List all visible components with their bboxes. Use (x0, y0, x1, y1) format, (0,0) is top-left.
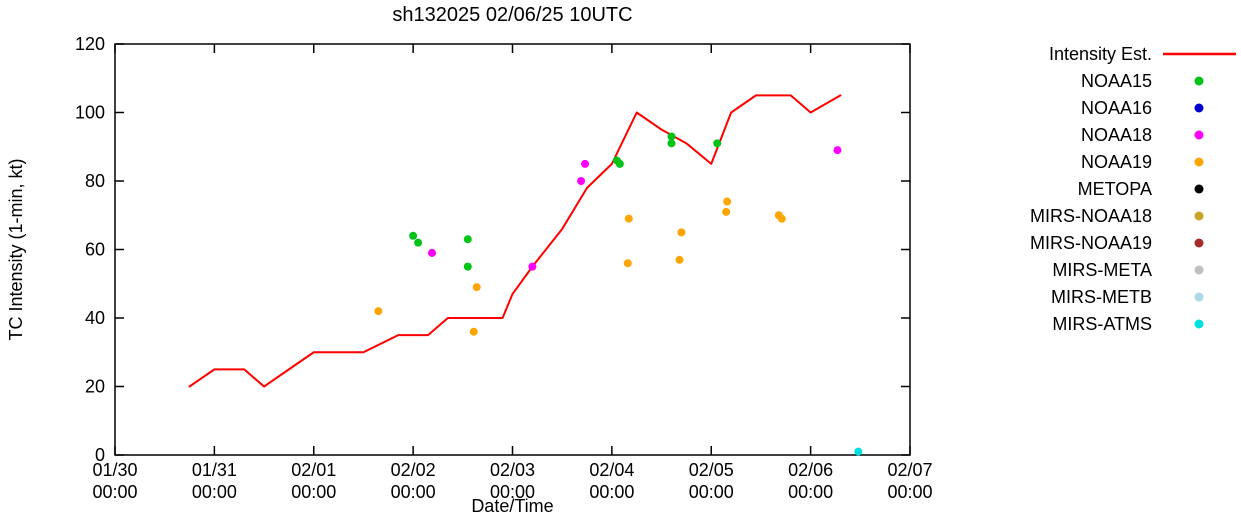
legend-label: MIRS-META (1052, 260, 1152, 280)
y-tick-label: 80 (85, 171, 105, 191)
legend-point-sample (1194, 130, 1204, 140)
x-axis-label: Date/Time (471, 496, 553, 516)
x-tick-label-date: 02/06 (788, 460, 833, 480)
legend-point-sample (1194, 184, 1204, 194)
legend-item-NOAA19: NOAA19 (1081, 152, 1204, 172)
data-point (469, 327, 478, 336)
data-point (463, 235, 472, 244)
legend-item-MIRS-METB: MIRS-METB (1051, 287, 1204, 307)
legend-item-NOAA15: NOAA15 (1081, 71, 1204, 91)
y-tick-label: 100 (75, 103, 105, 123)
series-NOAA18 (428, 146, 842, 271)
data-point (374, 307, 383, 316)
data-point (414, 238, 423, 247)
legend-label: MIRS-NOAA18 (1030, 206, 1152, 226)
y-axis-ticks: 0 20 40 60 80 100 120 (75, 34, 910, 465)
data-point (833, 146, 842, 155)
legend-item-MIRS-META: MIRS-META (1052, 260, 1204, 280)
x-tick-label-time: 00:00 (490, 482, 535, 502)
x-tick-label-time: 00:00 (192, 482, 237, 502)
x-tick-label-time: 00:00 (887, 482, 932, 502)
legend-item-NOAA18: NOAA18 (1081, 125, 1204, 145)
scatter-points (374, 132, 863, 456)
legend-item-NOAA16: NOAA16 (1081, 98, 1204, 118)
legend-label: NOAA19 (1081, 152, 1152, 172)
x-tick-label-time: 00:00 (689, 482, 734, 502)
x-tick-label-date: 01/30 (92, 460, 137, 480)
legend-label: METOPA (1078, 179, 1152, 199)
legend-point-sample (1194, 292, 1204, 302)
intensity-line (188, 94, 842, 388)
data-point (777, 214, 786, 223)
series-MIRS-ATMS (854, 447, 863, 456)
x-axis-ticks: 01/3000:0001/3100:0002/0100:0002/0200:00… (92, 44, 933, 502)
chart-title: sh132025 02/06/25 10UTC (392, 4, 632, 26)
y-tick-label: 120 (75, 34, 105, 54)
legend-label: MIRS-ATMS (1052, 314, 1152, 334)
data-point (623, 259, 632, 268)
x-tick-label-time: 00:00 (291, 482, 336, 502)
legend-label: NOAA18 (1081, 125, 1152, 145)
legend: Intensity Est. NOAA15 NOAA16 NOAA18 NOAA19 ME… (1030, 44, 1236, 334)
legend-label: NOAA16 (1081, 98, 1152, 118)
x-tick-label-time: 00:00 (391, 482, 436, 502)
legend-item-MIRS-NOAA19: MIRS-NOAA19 (1030, 233, 1204, 253)
data-point (615, 159, 624, 168)
legend-point-sample (1194, 319, 1204, 329)
x-tick-label-date: 02/04 (589, 460, 634, 480)
legend-point-sample (1194, 76, 1204, 86)
legend-label: NOAA15 (1081, 71, 1152, 91)
legend-item-Intensity-Est-: Intensity Est. (1049, 44, 1236, 64)
legend-item-MIRS-NOAA18: MIRS-NOAA18 (1030, 206, 1204, 226)
legend-point-sample (1194, 238, 1204, 248)
legend-label: MIRS-NOAA19 (1030, 233, 1152, 253)
y-axis-label: TC Intensity (1-min, kt) (6, 158, 26, 340)
y-tick-label: 0 (95, 445, 105, 465)
x-tick-label-date: 02/02 (391, 460, 436, 480)
data-point (428, 248, 437, 257)
x-tick-label-date: 02/05 (689, 460, 734, 480)
x-tick-label-date: 01/31 (192, 460, 237, 480)
data-point (854, 447, 863, 456)
x-tick-label-date: 02/07 (887, 460, 932, 480)
data-point (723, 197, 732, 206)
data-point (472, 283, 481, 292)
legend-point-sample (1194, 157, 1204, 167)
data-point (722, 207, 731, 216)
legend-label: Intensity Est. (1049, 44, 1152, 64)
data-point (675, 255, 684, 264)
legend-point-sample (1194, 265, 1204, 275)
legend-item-METOPA: METOPA (1078, 179, 1204, 199)
data-point (577, 177, 586, 185)
x-tick-label-time: 00:00 (589, 482, 634, 502)
x-tick-label-time: 00:00 (92, 482, 137, 502)
legend-point-sample (1194, 103, 1204, 113)
data-point (624, 214, 633, 223)
data-point (677, 228, 686, 237)
data-point (667, 139, 676, 148)
y-tick-label: 60 (85, 240, 105, 260)
data-point (581, 159, 590, 168)
y-tick-label: 20 (85, 377, 105, 397)
series-NOAA15 (409, 132, 722, 271)
x-tick-label-date: 02/03 (490, 460, 535, 480)
data-point (528, 262, 537, 271)
y-tick-label: 40 (85, 308, 105, 328)
data-point (667, 132, 676, 141)
plot-box (114, 43, 911, 456)
data-point (409, 231, 418, 240)
x-tick-label-date: 02/01 (291, 460, 336, 480)
x-tick-label-time: 00:00 (788, 482, 833, 502)
series-NOAA19 (374, 197, 786, 336)
data-point (463, 262, 472, 271)
data-point (713, 139, 722, 148)
legend-point-sample (1194, 211, 1204, 221)
legend-label: MIRS-METB (1051, 287, 1152, 307)
legend-item-MIRS-ATMS: MIRS-ATMS (1052, 314, 1204, 334)
